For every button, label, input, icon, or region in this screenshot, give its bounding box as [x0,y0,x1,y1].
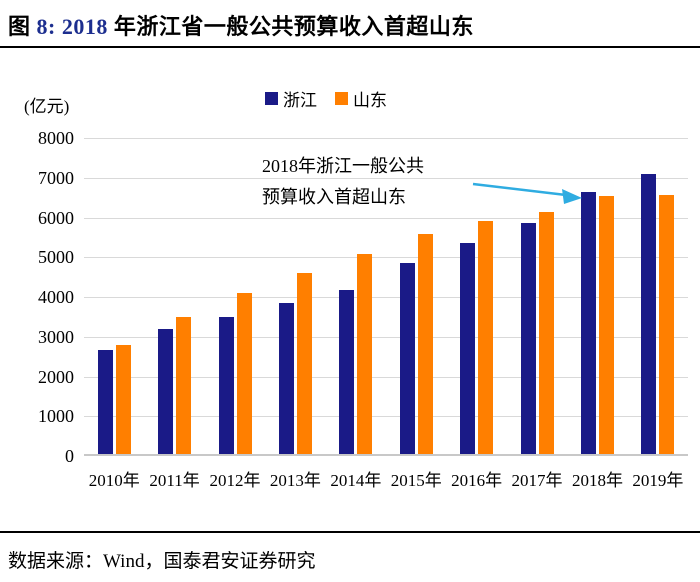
data-source-footer: 数据来源：Wind，国泰君安证券研究 [0,531,700,573]
chart-legend: 浙江 山东 [0,86,676,111]
bar-shandong-2019 [659,194,675,454]
bar-zhejiang-2019 [641,173,657,454]
bar-zhejiang-2014 [339,290,355,454]
y-tick-label-2000: 2000 [38,366,74,387]
x-tick-label-2017: 2017年 [511,471,563,490]
annotation-line-2: 预算收入首超山东 [262,187,406,207]
bar-shandong-2014 [357,254,373,454]
bar-shandong-2013 [296,272,312,454]
legend-item-zhejiang: 浙江 [265,86,317,111]
y-tick-label-4000: 4000 [38,287,74,307]
x-tick-label-2016: 2016年 [451,471,503,490]
bar-shandong-2016 [478,221,494,454]
y-tick-label-6000: 6000 [38,207,74,228]
figure-title-suffix: 年浙江省一般公共预算收入首超山东 [107,14,474,39]
bar-shandong-2012 [236,292,252,454]
bar-group-2011 [144,138,204,454]
legend-label-shandong: 山东 [353,91,387,110]
bar-shandong-2015 [417,234,433,454]
figure-title: 图 8: 2018 年浙江省一般公共预算收入首超山东 [0,0,700,48]
bar-group-2019 [628,138,688,454]
gridline-8000 [84,138,688,139]
y-tick-label-3000: 3000 [38,326,74,347]
y-tick-label-0: 0 [65,446,74,466]
y-axis-unit-label: (亿元) [24,97,70,116]
bar-shandong-2017 [538,211,554,454]
x-tick-label-2010: 2010年 [88,471,140,490]
legend-swatch-shandong [335,92,348,105]
bar-zhejiang-2012 [218,317,234,454]
gridline-3000 [84,336,688,338]
bar-group-2017 [507,138,567,454]
x-tick-label-2019: 2019年 [632,471,684,490]
legend-item-shandong: 山东 [335,86,387,111]
plot-area [84,138,688,456]
x-axis-labels: 2010年 2011年 2012年 2013年 2014年 2015年 2016年 2017年… [84,466,688,491]
chart-area: (亿元) 浙江 山东 0 1000 2000 3000 4000 5000 6000 7000 8… [0,48,700,531]
annotation-line-1: 2018年浙江一般公共 [262,156,424,176]
figure-title-number: 8: 2018 [36,14,108,39]
x-tick-label-2012: 2012年 [209,471,261,490]
gridline-5000 [84,257,688,259]
bar-group-2014 [326,138,386,454]
bar-shandong-2010 [115,344,131,454]
y-axis-labels: 0 1000 2000 3000 4000 5000 6000 7000 8000 [0,128,74,466]
gridline-6000 [84,217,688,219]
bar-group-2010 [84,138,144,454]
bar-group-2012 [205,138,265,454]
bar-zhejiang-2011 [158,328,174,454]
bar-zhejiang-2016 [460,243,476,454]
bar-group-2015 [386,138,446,454]
bar-group-2018 [567,138,627,454]
bar-zhejiang-2017 [520,223,536,454]
bar-zhejiang-2018 [580,191,596,454]
x-tick-label-2015: 2015年 [390,471,442,490]
bar-shandong-2011 [176,316,192,454]
bar-zhejiang-2013 [278,303,294,454]
x-tick-label-2013: 2013年 [269,471,321,490]
bar-zhejiang-2015 [399,262,415,454]
bar-group-2013 [265,138,325,454]
x-tick-label-2011: 2011年 [149,471,200,490]
gridline-4000 [84,297,688,298]
bar-shandong-2018 [598,196,614,454]
gridline-2000 [84,376,688,378]
gridline-1000 [84,416,688,418]
bars-container [84,138,688,454]
y-tick-label-7000: 7000 [38,167,74,188]
figure-title-prefix: 图 [8,14,37,39]
y-tick-label-1000: 1000 [38,406,74,427]
gridline-7000 [84,177,688,179]
chart-annotation: 2018年浙江一般公共 预算收入首超山东 [262,151,424,213]
y-tick-label-8000: 8000 [38,128,74,148]
legend-swatch-zhejiang [265,92,278,105]
x-tick-label-2014: 2014年 [330,471,382,490]
x-tick-label-2018: 2018年 [571,471,623,490]
legend-label-zhejiang: 浙江 [283,91,317,110]
y-tick-label-5000: 5000 [38,247,74,268]
bar-zhejiang-2010 [97,350,113,454]
bar-group-2016 [446,138,506,454]
